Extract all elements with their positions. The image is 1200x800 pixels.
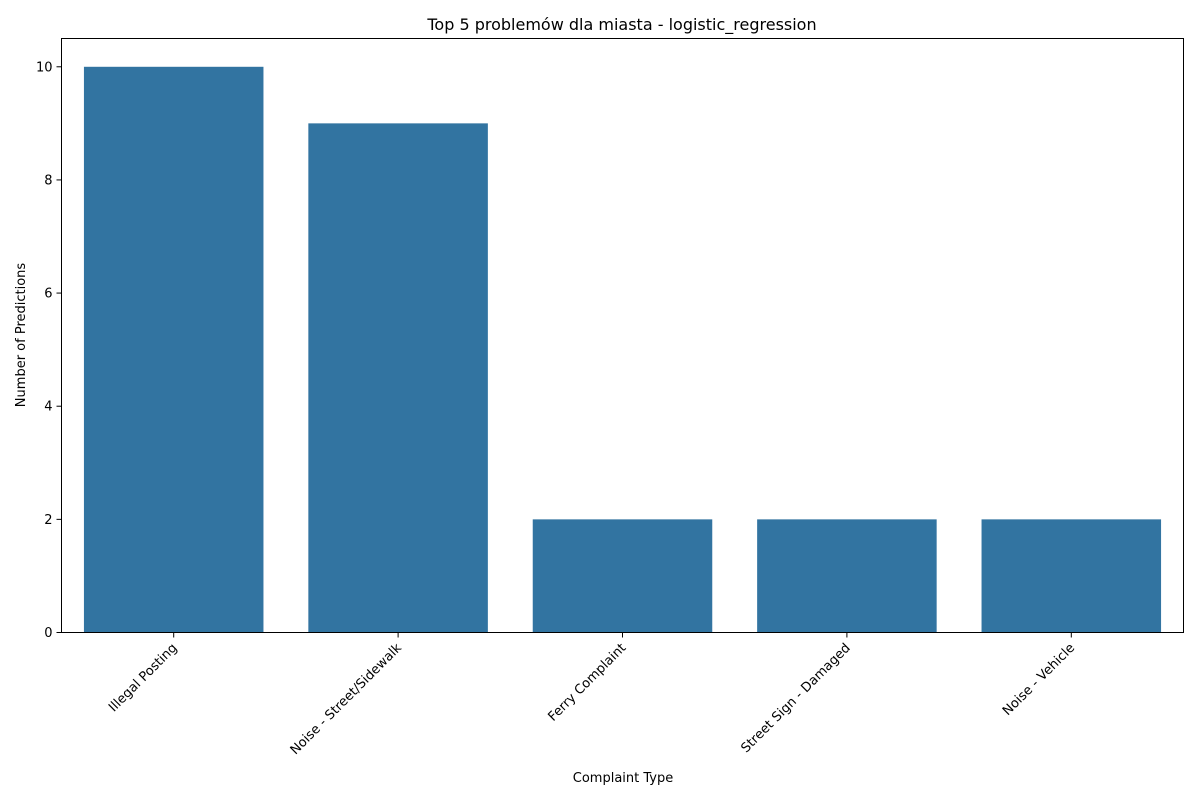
y-axis-ticks: 0 2 4 6 8 10 [36,60,62,641]
x-tick-label: Illegal Posting [106,641,180,715]
bar [981,519,1162,633]
y-tick-label: 6 [44,287,52,302]
x-tick-label: Street Sign - Damaged [738,641,853,756]
y-tick-label: 8 [44,173,52,188]
y-tick-label: 4 [44,400,52,415]
bar [83,66,264,633]
y-tick-label: 2 [44,513,52,528]
x-tick-label: Ferry Complaint [546,641,630,725]
plot-frame [61,38,1184,633]
x-tick-label: Noise - Street/Sidewalk [288,640,406,758]
x-axis-label: Complaint Type [573,771,673,786]
x-axis-ticks: Illegal Posting Noise - Street/Sidewalk Fe… [106,632,1078,758]
bar [757,519,937,633]
x-tick-label: Noise - Vehicle [1000,641,1078,719]
bar [532,519,713,633]
y-axis-label: Number of Predictions [14,263,29,408]
bars-group [83,66,1162,633]
chart-title: Top 5 problemów dla miasta - logistic_re… [426,15,816,35]
y-tick-label: 10 [36,60,53,75]
y-tick-label: 0 [44,626,52,641]
bar [308,123,488,633]
